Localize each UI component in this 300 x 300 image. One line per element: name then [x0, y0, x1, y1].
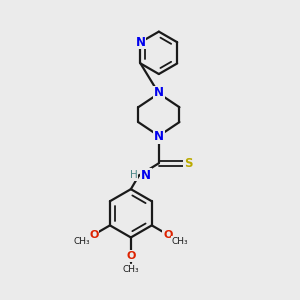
Text: CH₃: CH₃	[74, 237, 91, 246]
Text: CH₃: CH₃	[122, 265, 139, 274]
Text: N: N	[154, 86, 164, 99]
Text: N: N	[154, 130, 164, 143]
Text: O: O	[126, 251, 136, 261]
Text: H: H	[130, 170, 137, 180]
Text: N: N	[136, 36, 146, 49]
Text: S: S	[184, 157, 192, 170]
Text: O: O	[163, 230, 172, 240]
Text: O: O	[89, 230, 99, 240]
Text: CH₃: CH₃	[171, 237, 188, 246]
Text: N: N	[141, 169, 151, 182]
